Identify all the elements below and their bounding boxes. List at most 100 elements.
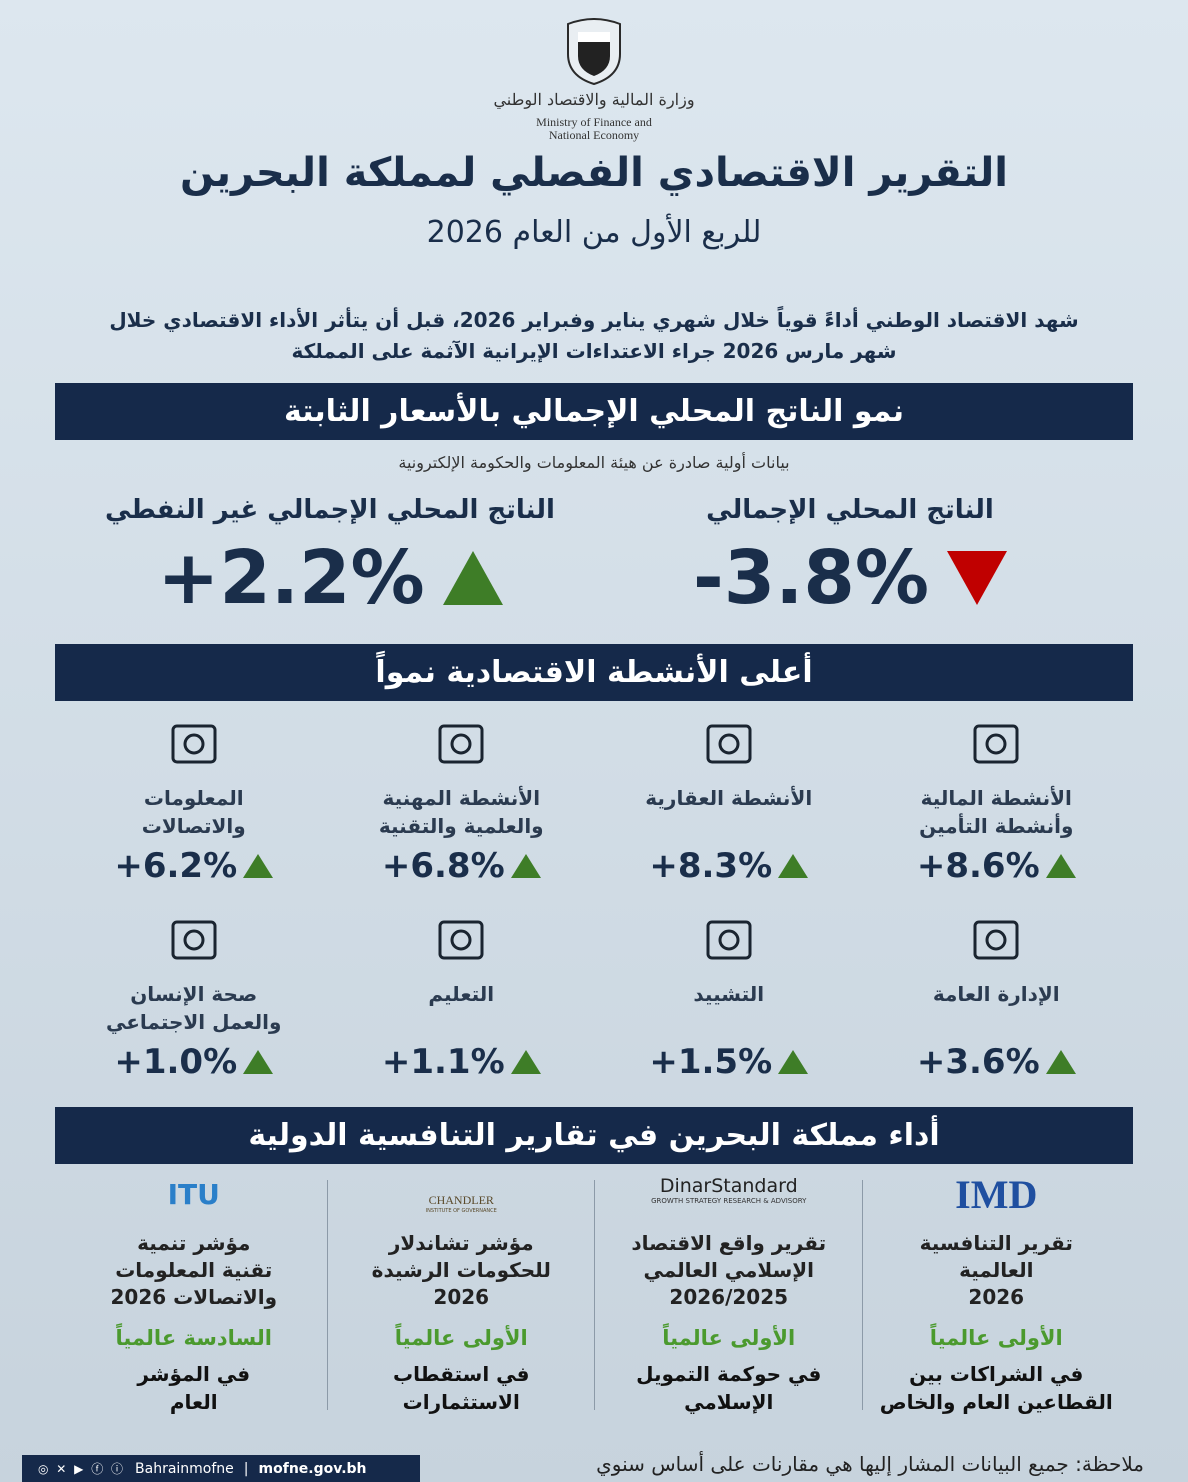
activity-value: +8.6% (916, 846, 1040, 886)
report-name: مؤشر تشاندلار للحكومات الرشيدة 2026 (328, 1230, 596, 1322)
icon-graphic (171, 920, 217, 960)
logo-text: IMD (955, 1172, 1038, 1217)
activity: الإدارة العامة +3.6% (863, 908, 1131, 1082)
report-logo: IMD (863, 1165, 1131, 1230)
icon-graphic (973, 724, 1019, 764)
activity: التعليم +1.1% (328, 908, 596, 1082)
report: IMD تقرير التنافسية العالمية 2026 الأولى عال… (863, 1165, 1131, 1416)
footer-bar: ◎ ✕ ▶ ⓕ ⓘ Bahrainmofne | mofne.gov.bh (22, 1455, 420, 1482)
detail-line: في استقطاب (393, 1362, 530, 1386)
up-arrow (442, 551, 503, 605)
up-arrow (510, 854, 541, 878)
activity-label: الأنشطة العقارية (595, 784, 863, 846)
up-arrow (1045, 1050, 1076, 1074)
icon (595, 908, 863, 980)
report-line: 2026 (433, 1285, 490, 1309)
section-heading: نمو الناتج المحلي الإجمالي بالأسعار الثا… (55, 383, 1133, 440)
website: mofne.gov.bh (258, 1460, 367, 1477)
section-heading: أداء مملكة البحرين في تقارير التنافسية ا… (55, 1107, 1133, 1164)
subtitle: للربع الأول من العام 2026 (426, 215, 762, 250)
report-line: مؤشر تشاندلار (388, 1231, 534, 1255)
detail-line: العام (169, 1390, 218, 1414)
icon (328, 712, 596, 784)
activity-label: التشييد (595, 980, 863, 1042)
activity-label: المعلومات والاتصالات (60, 784, 328, 846)
gdp-item: الناتج المحلي الإجمالي -3.8% (640, 495, 1060, 621)
activity-value: +3.6% (916, 1042, 1040, 1082)
activity-figure: +8.6% (863, 846, 1131, 886)
activity-label-line: الأنشطة المالية (920, 786, 1072, 810)
rank: السادسة عالمياً (115, 1326, 272, 1350)
up-arrow (778, 1050, 809, 1074)
gdp-figure: +2.2% (100, 535, 560, 621)
icon (60, 908, 328, 980)
up-arrow (243, 854, 274, 878)
activity: التشييد +1.5% (595, 908, 863, 1082)
icon (60, 712, 328, 784)
up-arrow (510, 1050, 541, 1074)
report: CHANDLER INSTITUTE OF GOVERNANCE مؤشر تشان… (328, 1165, 596, 1416)
activity-label-line: التعليم (428, 982, 495, 1006)
activity-label: الأنشطة المالية وأنشطة التأمين (863, 784, 1131, 846)
activities-grid: الأنشطة المالية وأنشطة التأمين +8.6% الأنشط… (60, 712, 1130, 1082)
icon (863, 908, 1131, 980)
activity-figure: +1.0% (60, 1042, 328, 1082)
logo-text: ITU (167, 1178, 220, 1211)
activity-value: +1.1% (381, 1042, 505, 1082)
handle: Bahrainmofne (135, 1460, 234, 1477)
report-line: والاتصالات 2026 (110, 1285, 278, 1309)
ministry-en: Ministry of Finance and National Economy (0, 116, 1188, 142)
report-logo: ITU (60, 1165, 328, 1230)
report-line: العالمية (959, 1258, 1034, 1282)
report-name: مؤشر تنمية تقنية المعلومات والاتصالات 2026 (60, 1230, 328, 1322)
activity-label: صحة الإنسان والعمل الاجتماعي (60, 980, 328, 1042)
activity-label-line: والعمل الاجتماعي (106, 1010, 282, 1034)
activity: الأنشطة المالية وأنشطة التأمين +8.6% (863, 712, 1131, 886)
activity: الأنشطة المهنية والعلمية والتقنية +6.8% (328, 712, 596, 886)
activity-label-line: الأنشطة المهنية (382, 786, 541, 810)
report-logo: CHANDLER INSTITUTE OF GOVERNANCE (328, 1165, 596, 1230)
gdp-figure: -3.8% (640, 535, 1060, 621)
activity-label-line: والاتصالات (141, 814, 246, 838)
emblem (567, 18, 621, 86)
gdp-label: الناتج المحلي الإجمالي غير النفطي (105, 495, 555, 525)
activity-value: +1.5% (649, 1042, 773, 1082)
activity-label: التعليم (328, 980, 596, 1042)
icon-graphic (706, 920, 752, 960)
detail-line: الاستثمارات (402, 1390, 520, 1414)
divider (594, 1180, 595, 1410)
detail-line: القطاعين العام والخاص (879, 1390, 1113, 1414)
activity-label-line: وأنشطة التأمين (919, 814, 1074, 838)
icon-graphic (171, 724, 217, 764)
icon-graphic (438, 920, 484, 960)
gdp-value: -3.8% (693, 535, 929, 621)
report-line: 2026 (968, 1285, 1025, 1309)
activity-label-line: المعلومات (143, 786, 244, 810)
report-line: تقرير واقع الاقتصاد (631, 1231, 827, 1255)
report-line: تقنية المعلومات (115, 1258, 273, 1282)
detail: في الشراكات بين القطاعين العام والخاص (863, 1360, 1131, 1416)
activity-value: +6.8% (381, 846, 505, 886)
icon (595, 712, 863, 784)
report: ITU مؤشر تنمية تقنية المعلومات والاتصالات 2… (60, 1165, 328, 1416)
logo-text: CHANDLER (428, 1193, 494, 1207)
intro-line: شهر مارس 2026 جراء الاعتداءات الإيرانية … (291, 339, 897, 363)
divider (326, 1180, 328, 1410)
social-icons: ◎ ✕ ▶ ⓕ ⓘ (38, 1462, 126, 1476)
activity-figure: +1.1% (328, 1042, 596, 1082)
intro: شهد الاقتصاد الوطني أداءً قوياً خلال شهر… (0, 305, 1188, 367)
ministry-en-line: National Economy (548, 128, 640, 142)
note: ملاحظة: جميع البيانات المشار إليها هي مق… (596, 1452, 1144, 1476)
report-line: الإسلامي العالمي (643, 1258, 815, 1282)
logo-text: DinarStandard (659, 1175, 798, 1197)
icon-graphic (438, 724, 484, 764)
detail: في استقطاب الاستثمارات (328, 1360, 596, 1416)
logo-text: GROWTH STRATEGY RESEARCH & ADVISORY (651, 1197, 807, 1205)
rank: الأولى عالمياً (394, 1326, 528, 1350)
detail-line: في المؤشر (137, 1362, 251, 1386)
report-line: مؤشر تنمية (137, 1231, 251, 1255)
up-arrow (243, 1050, 274, 1074)
detail: في حوكمة التمويل الإسلامي (595, 1360, 863, 1416)
